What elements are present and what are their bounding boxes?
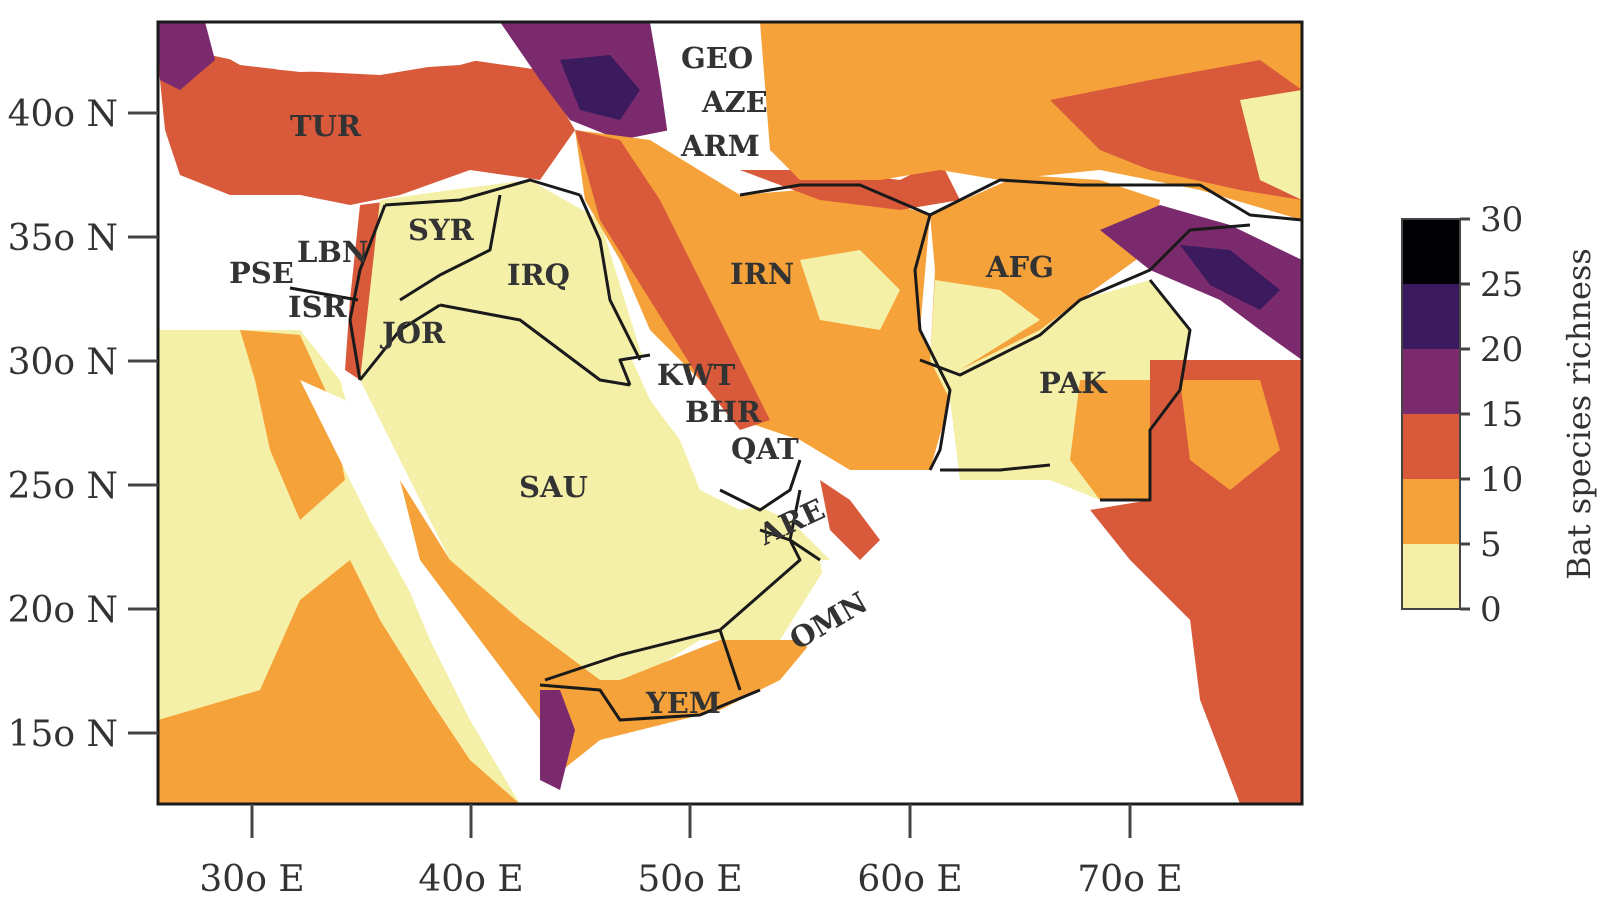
- afghanistan-south-desert: [930, 280, 1040, 370]
- country-label-kwt: KWT: [657, 358, 736, 392]
- border-pak-ind: [1100, 279, 1192, 502]
- red-sea: [300, 380, 530, 760]
- border-syr-irq: [399, 194, 502, 302]
- turkey-nw-purple: [158, 22, 215, 90]
- himalaya-band: [1100, 205, 1302, 360]
- longitude-axis: 30o E 40o E 50o E 60o E 70o E: [199, 804, 1183, 900]
- border-syr-tur: [384, 178, 581, 207]
- legend-tick-0: 0: [1480, 590, 1502, 630]
- country-label-irn: IRN: [730, 257, 794, 291]
- country-label-tur: TUR: [290, 109, 362, 143]
- legend-tick-5: 5: [1480, 525, 1502, 565]
- country-label-irq: IRQ: [507, 258, 570, 292]
- legend-tick-30: 30: [1480, 200, 1523, 240]
- oman-mountains: [820, 480, 880, 560]
- legend-tick-20: 20: [1480, 330, 1523, 370]
- turkey-region: [158, 55, 575, 205]
- country-label-jor: JOR: [379, 316, 446, 350]
- pakistan-east-orange: [1070, 380, 1150, 500]
- country-label-qat: QAT: [731, 432, 799, 466]
- country-label-aze: AZE: [701, 85, 768, 119]
- iran-region: [575, 130, 950, 470]
- lon-tick-30: 30o E: [199, 859, 304, 900]
- country-label-isr: ISR: [288, 290, 348, 324]
- country-label-geo: GEO: [681, 41, 753, 75]
- country-label-afg: AFG: [985, 250, 1054, 284]
- india-orange-patch: [1180, 380, 1280, 490]
- border-kwt: [618, 353, 651, 386]
- border-irn-north: [739, 183, 931, 217]
- colorbar-swatch: [1402, 349, 1460, 415]
- border-irn-afg: [913, 214, 952, 471]
- iran-zagros: [575, 130, 770, 430]
- country-label-pse: PSE: [229, 256, 294, 290]
- persian-gulf: [630, 355, 830, 510]
- border-omn: [788, 489, 821, 562]
- border-sau-are: [719, 459, 802, 512]
- country-label-pak: PAK: [1039, 366, 1108, 400]
- colorbar-swatch: [1402, 414, 1460, 480]
- lon-tick-50: 50o E: [637, 859, 742, 900]
- border-levant: [348, 204, 387, 381]
- legend-title: Bat species richness: [1560, 248, 1598, 580]
- africa-region: [158, 330, 520, 804]
- colorbar-swatch: [1402, 284, 1460, 350]
- colorbar-legend: 30 25 20 15 10 5 0 Bat species richness: [1401, 200, 1598, 630]
- country-borders: [289, 178, 1302, 722]
- border-sau-yem: [544, 528, 802, 682]
- legend-tick-15: 15: [1480, 395, 1523, 435]
- country-label-sau: SAU: [519, 470, 588, 504]
- yemen-highland: [540, 690, 575, 790]
- himalaya-core: [1180, 245, 1280, 310]
- country-label-yem: YEM: [645, 686, 721, 720]
- border-yem-coast: [539, 683, 761, 722]
- map-frame: [156, 20, 1304, 806]
- caspian-north: [650, 22, 770, 195]
- iran-central-desert: [800, 250, 900, 330]
- border-afg-pak: [919, 223, 1251, 377]
- legend-tick-25: 25: [1480, 265, 1523, 305]
- lat-tick-20: 20o N: [8, 590, 118, 631]
- aral-area-light: [1240, 90, 1302, 200]
- colorbar-swatch: [1402, 479, 1460, 545]
- country-label-lbn: LBN: [297, 235, 368, 269]
- lat-tick-40: 40o N: [8, 94, 118, 135]
- central-asia-red: [1050, 60, 1302, 200]
- border-yem-omn: [718, 629, 742, 691]
- black-sea: [205, 22, 520, 72]
- nile-band: [240, 330, 345, 520]
- border-jor-sau: [358, 303, 441, 381]
- lat-tick-30: 30o N: [8, 342, 118, 383]
- lat-tick-15: 15o N: [8, 714, 118, 755]
- colorbar-swatch: [1402, 544, 1460, 610]
- lat-tick-35: 35o N: [8, 218, 118, 259]
- legend-tick-10: 10: [1480, 460, 1523, 500]
- border-isr-pse: [289, 286, 359, 302]
- lon-tick-70: 70o E: [1077, 859, 1182, 900]
- africa-orange-band: [158, 560, 520, 804]
- country-labels: TUR GEO AZE ARM SYR LBN PSE ISR JOR IRQ …: [229, 41, 1108, 720]
- lon-tick-40: 40o E: [418, 859, 523, 900]
- border-pak-irn-south: [940, 463, 1051, 472]
- border-irq-sau: [439, 303, 631, 387]
- caucasus-peak: [560, 55, 640, 120]
- yemen-region: [540, 640, 820, 780]
- colorbar-swatches: [1402, 219, 1460, 610]
- map-panel: TUR GEO AZE ARM SYR LBN PSE ISR JOR IRQ …: [158, 22, 1302, 804]
- richness-raster: [158, 22, 1302, 804]
- country-label-syr: SYR: [408, 213, 475, 247]
- arabia-west-band: [400, 480, 620, 720]
- arabian-sea: [560, 480, 1240, 804]
- latitude-axis: 40o N 35o N 30o N 25o N 20o N 15o N: [8, 94, 158, 755]
- colorbar-swatch: [1402, 219, 1460, 285]
- country-label-bhr: BHR: [685, 395, 762, 429]
- lat-tick-25: 25o N: [8, 466, 118, 507]
- lon-tick-60: 60o E: [857, 859, 962, 900]
- country-label-arm: ARM: [680, 129, 760, 163]
- border-irq-irn: [578, 194, 642, 361]
- arabia-region: [360, 180, 830, 700]
- border-afg-north: [929, 178, 1302, 222]
